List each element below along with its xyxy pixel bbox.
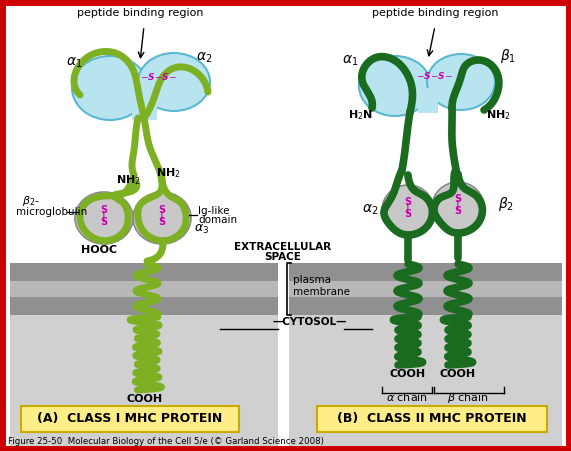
Text: $-$S$-$S$-$: $-$S$-$S$-$ (140, 71, 176, 82)
Text: |: | (406, 203, 410, 214)
Text: SPACE: SPACE (264, 252, 301, 262)
Bar (289, 315, 562, 449)
FancyBboxPatch shape (21, 406, 239, 432)
Text: S: S (455, 194, 461, 204)
Text: $\alpha_2$: $\alpha_2$ (362, 203, 378, 217)
Text: peptide binding region: peptide binding region (77, 8, 203, 18)
Text: $-$S$-$S$-$: $-$S$-$S$-$ (416, 70, 452, 81)
Text: S: S (100, 205, 107, 215)
Text: domain: domain (198, 215, 237, 225)
Text: COOH: COOH (127, 394, 163, 404)
Text: (A)  CLASS I MHC PROTEIN: (A) CLASS I MHC PROTEIN (37, 412, 223, 425)
Text: Figure 25-50  Molecular Biology of the Cell 5/e (© Garland Science 2008): Figure 25-50 Molecular Biology of the Ce… (8, 437, 324, 446)
Text: |: | (102, 211, 106, 222)
Ellipse shape (133, 192, 191, 244)
Text: —CYTOSOL—: —CYTOSOL— (273, 317, 347, 327)
Text: $\beta$ chain: $\beta$ chain (447, 391, 489, 405)
Bar (418, 88, 438, 113)
Bar (10, 263, 278, 281)
Ellipse shape (138, 53, 210, 111)
Text: $\alpha_2$: $\alpha_2$ (196, 51, 212, 65)
Text: Ig-like: Ig-like (198, 206, 230, 216)
Text: NH$_2$: NH$_2$ (116, 173, 140, 187)
Text: COOH: COOH (390, 369, 426, 379)
Text: NH$_2$: NH$_2$ (156, 166, 180, 180)
Text: microglobulin: microglobulin (16, 207, 87, 217)
Ellipse shape (75, 192, 133, 244)
Text: S: S (158, 217, 166, 227)
Text: $\alpha_1$: $\alpha_1$ (66, 56, 82, 70)
FancyBboxPatch shape (317, 406, 547, 432)
Bar (10, 297, 278, 315)
Text: (B)  CLASS II MHC PROTEIN: (B) CLASS II MHC PROTEIN (337, 412, 527, 425)
Text: peptide binding region: peptide binding region (372, 8, 498, 18)
Ellipse shape (432, 182, 484, 232)
Text: COOH: COOH (440, 369, 476, 379)
Bar (10, 281, 278, 297)
Text: NH$_2$: NH$_2$ (486, 108, 510, 122)
Text: membrane: membrane (293, 287, 350, 297)
Bar (132, 90, 157, 120)
Text: S: S (404, 197, 412, 207)
Text: $\beta_2$-: $\beta_2$- (22, 194, 40, 208)
Ellipse shape (72, 56, 148, 120)
Text: plasma: plasma (293, 275, 331, 285)
Text: EXTRACELLULAR: EXTRACELLULAR (235, 242, 332, 252)
Bar (10, 315, 278, 449)
Text: S: S (455, 206, 461, 216)
Bar (289, 281, 562, 297)
Ellipse shape (359, 56, 431, 116)
Text: $\beta_2$: $\beta_2$ (498, 195, 514, 213)
Text: S: S (404, 209, 412, 219)
Text: |: | (160, 211, 164, 222)
Text: $\alpha_3$: $\alpha_3$ (194, 223, 209, 236)
Text: $\alpha$ chain: $\alpha$ chain (386, 391, 428, 403)
Text: $\alpha_1$: $\alpha_1$ (342, 54, 358, 69)
Text: H$_2$N: H$_2$N (348, 108, 372, 122)
Ellipse shape (382, 185, 434, 235)
Text: |: | (456, 200, 460, 211)
Text: HOOC: HOOC (81, 245, 117, 255)
Ellipse shape (427, 54, 495, 110)
Text: S: S (158, 205, 166, 215)
Text: S: S (100, 217, 107, 227)
Text: $\beta_1$: $\beta_1$ (500, 47, 516, 65)
Bar (289, 297, 562, 315)
Bar (289, 263, 562, 281)
